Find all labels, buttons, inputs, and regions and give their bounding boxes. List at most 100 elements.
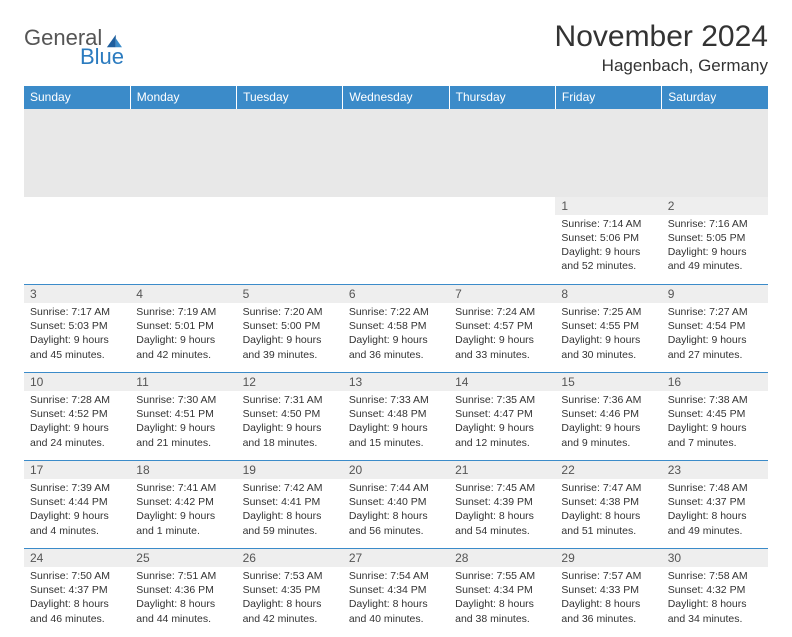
calendar-day-cell: 13Sunrise: 7:33 AMSunset: 4:48 PMDayligh…: [343, 373, 449, 461]
sunset-text: Sunset: 5:00 PM: [243, 319, 337, 333]
sunrise-text: Sunrise: 7:28 AM: [30, 393, 124, 407]
daylight-text: Daylight: 9 hours and 21 minutes.: [136, 421, 230, 449]
daylight-text: Daylight: 9 hours and 24 minutes.: [30, 421, 124, 449]
sunset-text: Sunset: 4:45 PM: [668, 407, 762, 421]
sunrise-text: Sunrise: 7:44 AM: [349, 481, 443, 495]
day-header-row: Sunday Monday Tuesday Wednesday Thursday…: [24, 86, 768, 109]
daylight-text: Daylight: 9 hours and 49 minutes.: [668, 245, 762, 273]
day-number: 13: [343, 373, 449, 391]
daylight-text: Daylight: 9 hours and 36 minutes.: [349, 333, 443, 361]
sunset-text: Sunset: 4:52 PM: [30, 407, 124, 421]
sunrise-text: Sunrise: 7:38 AM: [668, 393, 762, 407]
sunrise-text: Sunrise: 7:57 AM: [561, 569, 655, 583]
day-header: Saturday: [662, 86, 768, 109]
calendar-day-cell: [343, 197, 449, 285]
day-details: Sunrise: 7:31 AMSunset: 4:50 PMDaylight:…: [237, 391, 343, 454]
daylight-text: Daylight: 8 hours and 56 minutes.: [349, 509, 443, 537]
sunrise-text: Sunrise: 7:54 AM: [349, 569, 443, 583]
sunset-text: Sunset: 4:37 PM: [30, 583, 124, 597]
day-details: Sunrise: 7:53 AMSunset: 4:35 PMDaylight:…: [237, 567, 343, 630]
sunset-text: Sunset: 4:32 PM: [668, 583, 762, 597]
sunset-text: Sunset: 5:06 PM: [561, 231, 655, 245]
sunrise-text: Sunrise: 7:39 AM: [30, 481, 124, 495]
calendar-day-cell: 12Sunrise: 7:31 AMSunset: 4:50 PMDayligh…: [237, 373, 343, 461]
day-details: Sunrise: 7:27 AMSunset: 4:54 PMDaylight:…: [662, 303, 768, 366]
day-number: 26: [237, 549, 343, 567]
calendar-day-cell: 16Sunrise: 7:38 AMSunset: 4:45 PMDayligh…: [662, 373, 768, 461]
calendar-week-row: 17Sunrise: 7:39 AMSunset: 4:44 PMDayligh…: [24, 461, 768, 549]
daylight-text: Daylight: 9 hours and 52 minutes.: [561, 245, 655, 273]
daylight-text: Daylight: 9 hours and 9 minutes.: [561, 421, 655, 449]
sunrise-text: Sunrise: 7:30 AM: [136, 393, 230, 407]
logo: GeneralBlue: [24, 20, 124, 68]
day-number: 29: [555, 549, 661, 567]
sunset-text: Sunset: 5:03 PM: [30, 319, 124, 333]
day-details: Sunrise: 7:28 AMSunset: 4:52 PMDaylight:…: [24, 391, 130, 454]
title-block: November 2024 Hagenbach, Germany: [555, 20, 768, 76]
sunset-text: Sunset: 4:58 PM: [349, 319, 443, 333]
daylight-text: Daylight: 9 hours and 7 minutes.: [668, 421, 762, 449]
calendar-day-cell: 9Sunrise: 7:27 AMSunset: 4:54 PMDaylight…: [662, 285, 768, 373]
sunset-text: Sunset: 4:48 PM: [349, 407, 443, 421]
sunset-text: Sunset: 4:40 PM: [349, 495, 443, 509]
day-number: 30: [662, 549, 768, 567]
day-header: Thursday: [449, 86, 555, 109]
spacer-row: [24, 109, 768, 197]
sunset-text: Sunset: 4:36 PM: [136, 583, 230, 597]
day-details: Sunrise: 7:24 AMSunset: 4:57 PMDaylight:…: [449, 303, 555, 366]
sunset-text: Sunset: 4:47 PM: [455, 407, 549, 421]
daylight-text: Daylight: 9 hours and 1 minute.: [136, 509, 230, 537]
sunset-text: Sunset: 5:01 PM: [136, 319, 230, 333]
daylight-text: Daylight: 9 hours and 4 minutes.: [30, 509, 124, 537]
calendar-day-cell: 10Sunrise: 7:28 AMSunset: 4:52 PMDayligh…: [24, 373, 130, 461]
calendar-day-cell: 11Sunrise: 7:30 AMSunset: 4:51 PMDayligh…: [130, 373, 236, 461]
calendar-day-cell: 29Sunrise: 7:57 AMSunset: 4:33 PMDayligh…: [555, 549, 661, 637]
calendar-day-cell: 3Sunrise: 7:17 AMSunset: 5:03 PMDaylight…: [24, 285, 130, 373]
day-number: 2: [662, 197, 768, 215]
daylight-text: Daylight: 8 hours and 51 minutes.: [561, 509, 655, 537]
sunrise-text: Sunrise: 7:14 AM: [561, 217, 655, 231]
calendar-week-row: 10Sunrise: 7:28 AMSunset: 4:52 PMDayligh…: [24, 373, 768, 461]
day-details: Sunrise: 7:33 AMSunset: 4:48 PMDaylight:…: [343, 391, 449, 454]
day-number: 4: [130, 285, 236, 303]
sunrise-text: Sunrise: 7:42 AM: [243, 481, 337, 495]
daylight-text: Daylight: 8 hours and 59 minutes.: [243, 509, 337, 537]
day-number: 28: [449, 549, 555, 567]
day-details: Sunrise: 7:36 AMSunset: 4:46 PMDaylight:…: [555, 391, 661, 454]
sunrise-text: Sunrise: 7:50 AM: [30, 569, 124, 583]
day-number: 18: [130, 461, 236, 479]
sunrise-text: Sunrise: 7:48 AM: [668, 481, 762, 495]
day-number: 12: [237, 373, 343, 391]
day-number: 10: [24, 373, 130, 391]
day-details: Sunrise: 7:51 AMSunset: 4:36 PMDaylight:…: [130, 567, 236, 630]
sunrise-text: Sunrise: 7:31 AM: [243, 393, 337, 407]
calendar-day-cell: 17Sunrise: 7:39 AMSunset: 4:44 PMDayligh…: [24, 461, 130, 549]
calendar-table: Sunday Monday Tuesday Wednesday Thursday…: [24, 86, 768, 637]
calendar-day-cell: 14Sunrise: 7:35 AMSunset: 4:47 PMDayligh…: [449, 373, 555, 461]
daylight-text: Daylight: 9 hours and 39 minutes.: [243, 333, 337, 361]
daylight-text: Daylight: 9 hours and 27 minutes.: [668, 333, 762, 361]
month-title: November 2024: [555, 20, 768, 54]
calendar-day-cell: 25Sunrise: 7:51 AMSunset: 4:36 PMDayligh…: [130, 549, 236, 637]
sunrise-text: Sunrise: 7:24 AM: [455, 305, 549, 319]
day-number: 19: [237, 461, 343, 479]
sunset-text: Sunset: 4:39 PM: [455, 495, 549, 509]
day-details: Sunrise: 7:16 AMSunset: 5:05 PMDaylight:…: [662, 215, 768, 278]
day-number: 24: [24, 549, 130, 567]
calendar-day-cell: [237, 197, 343, 285]
sunset-text: Sunset: 4:54 PM: [668, 319, 762, 333]
sunrise-text: Sunrise: 7:20 AM: [243, 305, 337, 319]
calendar-day-cell: 26Sunrise: 7:53 AMSunset: 4:35 PMDayligh…: [237, 549, 343, 637]
day-details: Sunrise: 7:58 AMSunset: 4:32 PMDaylight:…: [662, 567, 768, 630]
sunrise-text: Sunrise: 7:19 AM: [136, 305, 230, 319]
sunset-text: Sunset: 4:55 PM: [561, 319, 655, 333]
calendar-day-cell: 1Sunrise: 7:14 AMSunset: 5:06 PMDaylight…: [555, 197, 661, 285]
sunrise-text: Sunrise: 7:16 AM: [668, 217, 762, 231]
calendar-day-cell: 19Sunrise: 7:42 AMSunset: 4:41 PMDayligh…: [237, 461, 343, 549]
calendar-day-cell: 27Sunrise: 7:54 AMSunset: 4:34 PMDayligh…: [343, 549, 449, 637]
day-details: Sunrise: 7:48 AMSunset: 4:37 PMDaylight:…: [662, 479, 768, 542]
day-details: Sunrise: 7:25 AMSunset: 4:55 PMDaylight:…: [555, 303, 661, 366]
sunrise-text: Sunrise: 7:27 AM: [668, 305, 762, 319]
sunset-text: Sunset: 4:46 PM: [561, 407, 655, 421]
calendar-day-cell: 21Sunrise: 7:45 AMSunset: 4:39 PMDayligh…: [449, 461, 555, 549]
